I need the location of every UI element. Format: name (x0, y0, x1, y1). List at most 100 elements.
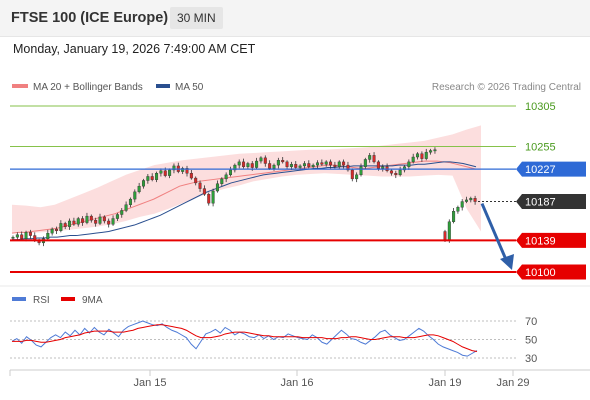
candle-body (465, 199, 469, 202)
candle-body (181, 168, 185, 172)
candle-body (285, 161, 289, 167)
candle-body (424, 151, 428, 159)
candle-body (294, 164, 298, 168)
candle-body (394, 173, 398, 176)
legend-ma20-label: MA 20 + Bollinger Bands (33, 82, 143, 93)
candle-body (289, 164, 293, 167)
candle-body (372, 155, 376, 163)
candle-body (198, 182, 202, 189)
candle-body (433, 149, 437, 152)
candle-body (307, 163, 311, 167)
time-tick-label: Jan 15 (133, 377, 166, 389)
candle-body (94, 219, 98, 224)
candle-body (20, 234, 24, 240)
candle-body (55, 228, 59, 231)
candle-body (447, 221, 451, 240)
candle-body (381, 166, 385, 169)
time-tick-label: Jan 19 (428, 377, 461, 389)
candle-body (141, 180, 145, 187)
rsi-tick-label: 50 (525, 335, 537, 347)
candle-body (473, 198, 477, 202)
candle-body (398, 169, 402, 176)
level-tag (516, 232, 586, 248)
legend-9ma-swatch (61, 297, 75, 301)
candle-body (403, 166, 407, 171)
forecast-arrow-head (500, 254, 514, 270)
candle-body (233, 164, 237, 171)
candle-body (24, 232, 28, 239)
candle-body (220, 178, 224, 184)
candle-body (202, 188, 206, 195)
candle-body (355, 174, 359, 180)
candle-body (172, 165, 176, 171)
candle-body (276, 160, 280, 166)
header-bar: FTSE 100 (ICE Europe) 30 MIN (0, 0, 590, 37)
candle-body (255, 160, 259, 168)
candle-body (359, 166, 363, 176)
level-tag (516, 161, 586, 177)
candle-body (363, 159, 367, 167)
candle-body (350, 169, 354, 180)
candle-body (469, 198, 473, 201)
candle-body (28, 232, 32, 236)
candle-body (146, 176, 150, 181)
candle-body (429, 150, 433, 153)
candle-body (320, 162, 324, 165)
candle-body (111, 218, 115, 225)
candle-body (107, 220, 111, 225)
candle-body (76, 218, 80, 225)
candle-body (50, 228, 54, 234)
rsi-tick-label: 70 (525, 316, 537, 328)
level-label: 10255 (525, 141, 556, 153)
candle-body (68, 220, 72, 227)
candle-body (185, 168, 189, 174)
forecast-arrow-shaft (480, 202, 509, 263)
candle-body (120, 210, 124, 215)
time-tick-label: Jan 29 (496, 377, 529, 389)
candle-body (333, 164, 337, 167)
candle-body (237, 161, 241, 166)
time-axis: Jan 15 Jan 16 Jan 19 Jan 29 (133, 370, 530, 389)
candle-body (81, 218, 85, 223)
candle-body (46, 232, 50, 240)
candle-body (443, 231, 447, 240)
candle-body (389, 170, 393, 174)
candle-body (420, 153, 424, 159)
candle-body (124, 204, 128, 211)
candle-body (316, 162, 320, 166)
candle-body (228, 169, 232, 176)
candle-body (163, 170, 167, 176)
candle-body (215, 183, 219, 192)
ma20-line (11, 160, 477, 234)
candle-body (250, 163, 254, 168)
candle-body (128, 198, 132, 205)
instrument-title: FTSE 100 (ICE Europe) (11, 10, 169, 26)
level-tag (516, 194, 586, 210)
candle-body (224, 174, 228, 180)
legend-rsi-label: RSI (33, 295, 50, 306)
candle-body (102, 216, 106, 222)
legend-ma50-swatch (156, 84, 170, 88)
candle-body (242, 161, 246, 167)
candle-body (376, 161, 380, 169)
candle-body (115, 214, 119, 219)
interval-button[interactable]: 30 MIN (170, 7, 223, 29)
candle-body (168, 169, 172, 176)
legend-9ma-label: 9MA (82, 295, 103, 306)
rsi-line (11, 320, 478, 357)
candle-body (411, 156, 415, 163)
candle-body (259, 157, 263, 162)
candle-body (346, 164, 350, 171)
rsi-tick-label: 30 (525, 353, 537, 365)
candle-body (272, 164, 276, 169)
candle-body (155, 173, 159, 180)
moving-averages (11, 160, 477, 241)
level-tag (516, 264, 586, 280)
candle-body (59, 223, 63, 231)
level-label: 10227 (525, 164, 556, 176)
candle-body (194, 177, 198, 184)
level-label: 10100 (525, 267, 556, 279)
candle-body (456, 207, 460, 212)
candle-body (452, 211, 456, 222)
candle-body (311, 164, 315, 167)
